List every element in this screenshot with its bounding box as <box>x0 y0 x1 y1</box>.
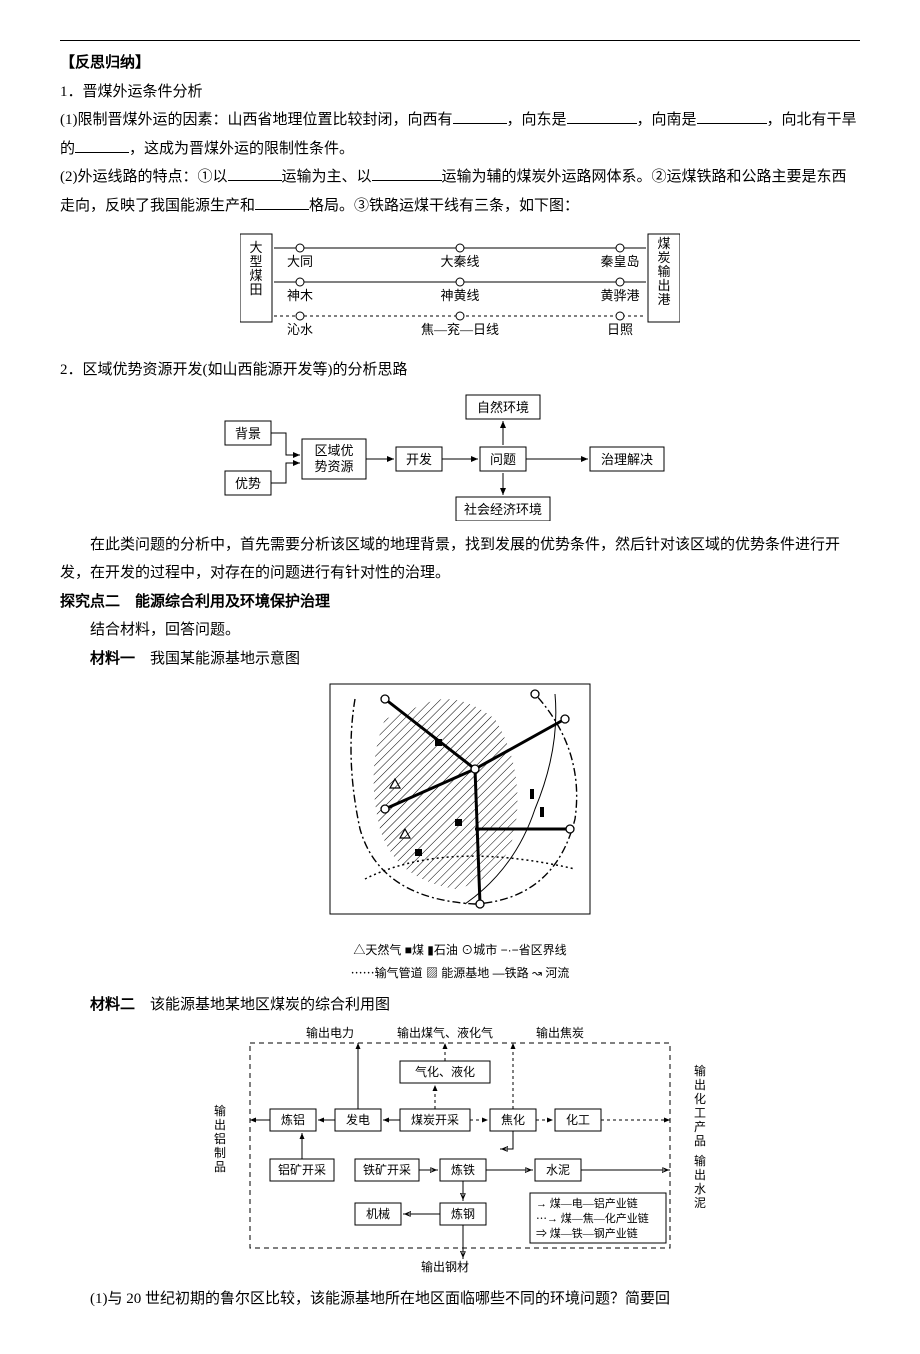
s1-p1: (1)限制晋煤外运的因素：山西省地理位置比较封闭，向西有，向东是，向南是，向北有… <box>60 106 860 163</box>
svg-text:化工: 化工 <box>566 1113 590 1127</box>
svg-text:背景: 背景 <box>235 426 261 441</box>
svg-text:焦—兖—日线: 焦—兖—日线 <box>421 322 499 337</box>
topic2-intro: 结合材料，回答问题。 <box>60 616 860 645</box>
svg-text:输出焦炭: 输出焦炭 <box>536 1025 584 1040</box>
svg-text:炼铁: 炼铁 <box>451 1162 475 1177</box>
svg-text:大同: 大同 <box>287 254 313 269</box>
svg-text:区域优: 区域优 <box>314 443 353 458</box>
blank[interactable] <box>255 209 309 210</box>
svg-text:水泥: 水泥 <box>546 1163 570 1177</box>
svg-text:输出钢材: 输出钢材 <box>421 1259 469 1274</box>
s1-p2: (2)外运线路的特点：①以运输为主、以运输为辅的煤炭外运路网体系。②运煤铁路和公… <box>60 163 860 220</box>
flow2-diagram: 输出电力 输出煤气、液化气 输出焦炭 输出铝制品 输出化工产品 输出水泥 输出钢… <box>60 1025 860 1275</box>
blank[interactable] <box>697 123 767 124</box>
svg-text:问题: 问题 <box>490 452 516 467</box>
svg-text:输出铝制品: 输出铝制品 <box>214 1103 226 1174</box>
svg-text:神木: 神木 <box>287 288 313 303</box>
svg-text:⋯→ 煤—焦—化产业链: ⋯→ 煤—焦—化产业链 <box>536 1211 649 1225</box>
svg-text:铝矿开采: 铝矿开采 <box>278 1162 326 1177</box>
svg-text:煤炭开采: 煤炭开采 <box>411 1113 459 1127</box>
svg-text:秦皇岛: 秦皇岛 <box>600 254 639 269</box>
svg-text:铁矿开采: 铁矿开采 <box>363 1163 411 1177</box>
mat1-label: 材料一 <box>90 650 135 667</box>
topic2-title: 探究点二 能源综合利用及环境保护治理 <box>60 588 860 617</box>
mat2-label: 材料二 <box>90 996 135 1013</box>
svg-text:输出化工产品: 输出化工产品 <box>694 1063 706 1148</box>
svg-text:煤炭输出港: 煤炭输出港 <box>657 236 670 307</box>
svg-text:黄骅港: 黄骅港 <box>600 288 639 303</box>
svg-text:日照: 日照 <box>607 322 633 337</box>
svg-text:沁水: 沁水 <box>287 322 313 337</box>
s1p1a: (1)限制晋煤外运的因素：山西省地理位置比较封闭，向西有 <box>60 112 453 128</box>
map-legend-1: △天然气 ■煤 ▮石油 ⊙城市 −·−省区界线 <box>60 939 860 962</box>
s1p2b: 运输为主、以 <box>282 169 372 185</box>
mat1-text: 我国某能源基地示意图 <box>135 651 300 667</box>
svg-text:⇒ 煤—铁—钢产业链: ⇒ 煤—铁—钢产业链 <box>536 1226 638 1240</box>
svg-text:优势: 优势 <box>235 476 261 491</box>
blank[interactable] <box>567 123 637 124</box>
svg-text:炼铝: 炼铝 <box>281 1112 305 1127</box>
svg-text:输出水泥: 输出水泥 <box>694 1153 706 1210</box>
blank[interactable] <box>75 152 129 153</box>
s1p2a: (2)外运线路的特点：①以 <box>60 169 228 185</box>
blank[interactable] <box>228 180 282 181</box>
svg-text:发电: 发电 <box>346 1112 370 1127</box>
svg-text:炼钢: 炼钢 <box>451 1206 475 1221</box>
s1p1b: ，向东是 <box>507 112 567 128</box>
s2-title: 2．区域优势资源开发(如山西能源开发等)的分析思路 <box>60 356 860 385</box>
rail-diagram: 大型煤田 煤炭输出港 大同 大秦线 秦皇岛 神木 神黄线 黄骅港 沁水 焦—兖—日线 日照 <box>60 226 860 346</box>
svg-text:势资源: 势资源 <box>314 459 353 474</box>
svg-text:神黄线: 神黄线 <box>440 288 479 303</box>
reflect-heading: 【反思归纳】 <box>60 49 860 78</box>
mat2-line: 材料二 该能源基地某地区煤炭的综合利用图 <box>60 991 860 1020</box>
s2-p1: 在此类问题的分析中，首先需要分析该区域的地理背景，找到发展的优势条件，然后针对该… <box>60 531 860 588</box>
svg-text:→ 煤—电—铝产业链: → 煤—电—铝产业链 <box>536 1196 638 1210</box>
svg-text:自然环境: 自然环境 <box>477 400 529 415</box>
s1-title: 1．晋煤外运条件分析 <box>60 78 860 107</box>
blank[interactable] <box>453 123 507 124</box>
q1: (1)与 20 世纪初期的鲁尔区比较，该能源基地所在地区面临哪些不同的环境问题？… <box>60 1285 860 1314</box>
mat2-text: 该能源基地某地区煤炭的综合利用图 <box>135 997 390 1013</box>
svg-text:大秦线: 大秦线 <box>440 254 479 269</box>
svg-text:机械: 机械 <box>366 1206 390 1221</box>
svg-text:社会经济环境: 社会经济环境 <box>464 502 542 517</box>
blank[interactable] <box>372 180 442 181</box>
s1p2d: 格局。③铁路运煤干线有三条，如下图： <box>309 198 579 214</box>
mat1-line: 材料一 我国某能源基地示意图 <box>60 645 860 674</box>
map-figure <box>60 679 860 929</box>
flow1-diagram: 背景 优势 区域优势资源 开发 问题 自然环境 社会经济环境 治理解决 <box>60 391 860 521</box>
svg-text:输出煤气、液化气: 输出煤气、液化气 <box>397 1025 493 1040</box>
svg-text:气化、液化: 气化、液化 <box>415 1064 475 1079</box>
top-rule <box>60 40 860 41</box>
svg-text:治理解决: 治理解决 <box>601 452 653 467</box>
s1p1e: ，这成为晋煤外运的限制性条件。 <box>129 141 354 157</box>
svg-text:焦化: 焦化 <box>501 1113 525 1127</box>
svg-text:输出电力: 输出电力 <box>306 1025 354 1040</box>
s1p1c: ，向南是 <box>637 112 697 128</box>
svg-text:大型煤田: 大型煤田 <box>249 240 262 297</box>
svg-text:开发: 开发 <box>406 452 432 467</box>
map-legend-2: ⋯⋯输气管道 ▨ 能源基地 —铁路 ↝ 河流 <box>60 962 860 985</box>
